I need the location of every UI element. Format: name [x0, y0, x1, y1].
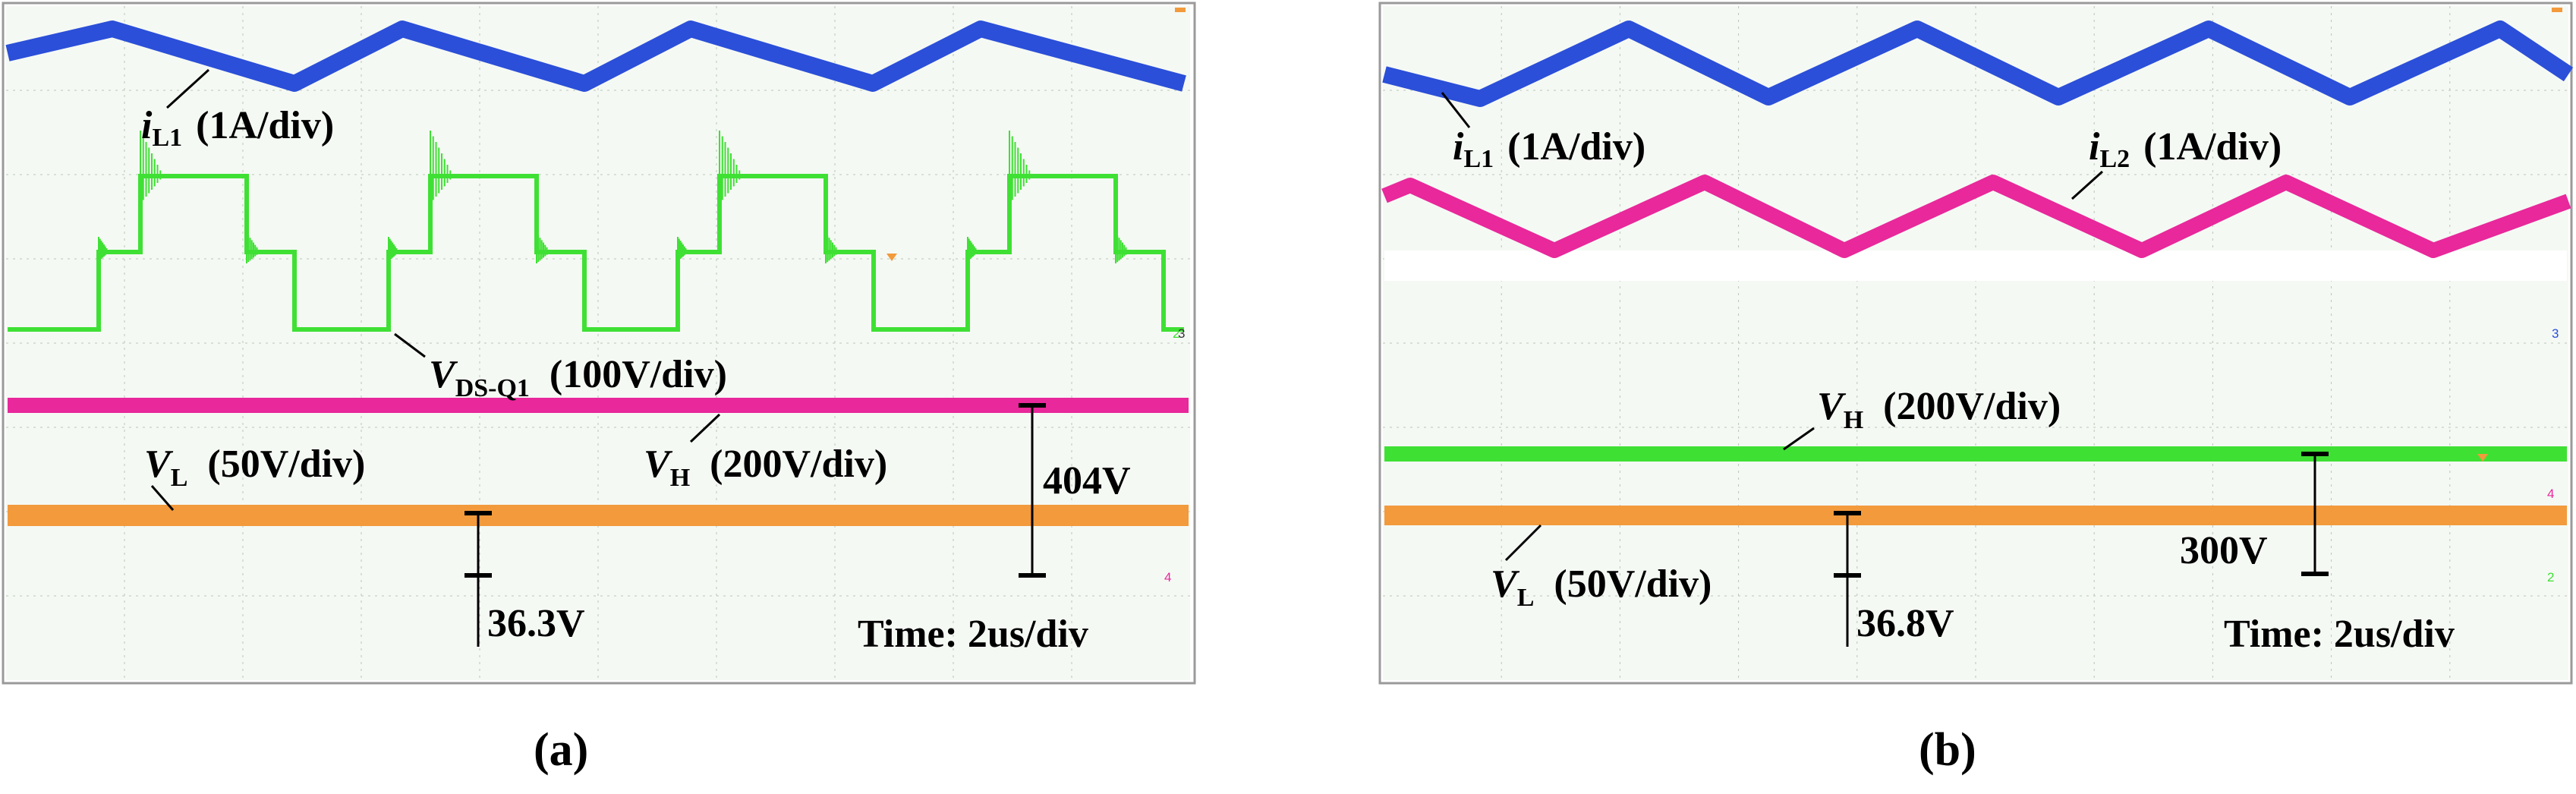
trace-a-vl [8, 505, 1189, 526]
panel-b: iL1 (1A/div) iL2 (1A/div) VH (200V/div) VL(… [1378, 2, 2574, 685]
time-a: Time: 2us/div [858, 613, 1088, 656]
trace-b-il2 [1381, 175, 2571, 258]
pointer-a-il1 [165, 68, 210, 109]
panel-b-grid [1383, 6, 2568, 680]
label-a-vh: VH (200V/div) [644, 443, 887, 492]
channel-a-2: 2 [1173, 326, 1179, 341]
label-a-vl: VL (50V/div) [144, 443, 365, 492]
panel-a: iL1 (1A/div) VDS-Q1 (100V/div) VL (50V/div)… [2, 2, 1196, 685]
label-b-il2: iL2 (1A/div) [2089, 125, 2282, 173]
panel-b-blank-band [1384, 250, 2567, 281]
trace-b-vl [1384, 506, 2567, 525]
time-b: Time: 2us/div [2224, 613, 2455, 656]
trace-a-il1 [5, 20, 1186, 92]
trigger-marker-a [1175, 8, 1186, 12]
value-b-vl: 36.8V [1856, 602, 1954, 645]
pointer-b-il1 [1441, 92, 1471, 128]
trace-b-vh [1384, 446, 2567, 462]
channel-b-2: 2 [2547, 570, 2554, 584]
panel-b-border [1378, 2, 2573, 685]
panel-a-border [2, 2, 1196, 685]
pointer-a-vds [394, 332, 426, 358]
pointer-a-vh [689, 413, 721, 443]
pointer-b-il2 [2071, 170, 2104, 200]
trace-b-il1 [1382, 20, 2574, 107]
value-a-vl: 36.3V [487, 602, 585, 645]
channel-b-3: 3 [2552, 326, 2559, 341]
trace-a-vds-q1 [8, 174, 1184, 332]
pointer-b-vl [1504, 524, 1542, 562]
channel-b-4: 4 [2547, 487, 2554, 501]
trigger-marker-b [2552, 8, 2562, 12]
cursor-marker-a [886, 254, 897, 261]
caption-b: (b) [1919, 724, 1976, 776]
label-a-vds: VDS-Q1 (100V/div) [429, 353, 727, 402]
channel-a-3: 3 [1178, 326, 1185, 341]
label-b-il1: iL1 (1A/div) [1453, 125, 1645, 173]
value-a-vh: 404V [1043, 459, 1131, 503]
channel-a-4: 4 [1164, 570, 1171, 584]
pointer-a-vl [150, 485, 175, 511]
trace-a-vds-ringing [98, 131, 1129, 263]
value-b-vh: 300V [2180, 529, 2268, 572]
label-b-vl: VL (50V/div) [1491, 562, 1712, 612]
label-b-vh: VH (200V/div) [1817, 385, 2061, 434]
panel-a-grid [6, 6, 1190, 680]
cursor-marker-b [2477, 454, 2488, 462]
caption-a: (a) [534, 724, 588, 776]
trace-a-vh [8, 398, 1189, 413]
pointer-b-vh [1783, 427, 1815, 451]
label-a-il1: iL1 (1A/div) [141, 104, 334, 152]
